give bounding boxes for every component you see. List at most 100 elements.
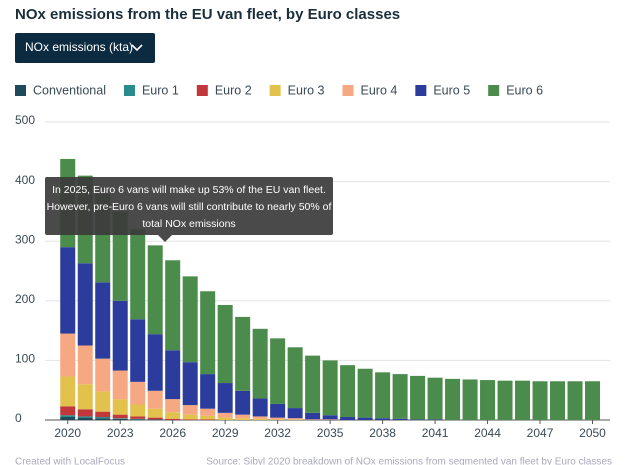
bar-segment [235, 316, 251, 391]
bar-segment [200, 408, 216, 416]
bar-segment [287, 408, 303, 419]
y-tick-label: 0 [15, 411, 22, 425]
bar-segment [112, 399, 128, 415]
bar-segment [305, 355, 321, 413]
bar-segment [462, 379, 478, 420]
bar-segment [217, 417, 233, 420]
legend: Conventional Euro 1 Euro 2 Euro 3 Euro 4 Euro… [15, 83, 543, 97]
bar-segment [200, 415, 216, 420]
annotation-line: In 2025, Euro 6 vans will make up 53% of… [52, 184, 326, 196]
bar-segment [322, 360, 338, 416]
bar-segment [322, 419, 338, 420]
bar-segment [252, 398, 268, 417]
bar-segment [112, 414, 128, 419]
dropdown-label[interactable]: NOx emissions (kta) [25, 40, 133, 54]
bar-segment [357, 368, 373, 418]
bar-segment [60, 406, 76, 416]
bar-segment [392, 374, 408, 419]
dropdown-chevron[interactable] [131, 44, 143, 52]
bar-segment [60, 415, 76, 418]
legend-label: Euro 2 [215, 83, 252, 97]
annotation-box [45, 177, 333, 235]
credit: Created with LocalFocus [15, 457, 125, 465]
bar-segment [200, 291, 216, 375]
annotation-line: However, pre-Euro 6 vans will still cont… [47, 201, 332, 213]
bar-segment [270, 419, 286, 420]
bar-segment [182, 405, 198, 415]
dropdown-box[interactable] [15, 33, 155, 63]
bar-segment [165, 418, 181, 420]
bar-segment [130, 419, 146, 420]
bar-segment [182, 419, 198, 420]
bar-segment [567, 381, 583, 420]
bar-segment [270, 403, 286, 418]
bar-segment [147, 419, 163, 420]
bar-segment [410, 419, 426, 420]
legend-swatch [196, 85, 208, 96]
x-tick-label: 2032 [264, 426, 291, 440]
bar-segment [340, 417, 356, 420]
bar-segment [532, 381, 548, 420]
bar-segment [95, 282, 111, 359]
annotation-line: total NOx emissions [142, 218, 235, 230]
bar-segment [112, 300, 128, 371]
legend-swatch [488, 85, 500, 96]
x-tick-label: 2029 [212, 426, 239, 440]
y-tick-label: 200 [15, 292, 35, 306]
bar-segment [217, 383, 233, 413]
legend-label: Euro 1 [142, 83, 179, 97]
y-tick-label: 500 [15, 113, 35, 127]
bar-segment [147, 334, 163, 391]
x-tick-label: 2047 [527, 426, 554, 440]
bar-segment [497, 380, 513, 420]
bar-segment [165, 412, 181, 419]
bar-segment [515, 380, 531, 420]
bar-segment [357, 417, 373, 420]
annotation: In 2025, Euro 6 vans will make up 53% of… [45, 177, 333, 242]
bar-segment [95, 358, 111, 392]
legend-label: Euro 6 [506, 83, 543, 97]
bar-segment [305, 419, 321, 420]
source: Source: Sibyl 2020 breakdown of NOx emis… [206, 457, 612, 465]
bar-segment [445, 378, 461, 420]
plot: 0 100 200 300 400 500 2020 2023 2026 2029 2032 2035… [15, 113, 610, 440]
bar-segment [410, 375, 426, 420]
bar-segment [60, 247, 76, 334]
chart-title: NOx emissions from the EU van fleet, by … [15, 6, 400, 23]
x-tick-label: 2035 [317, 426, 344, 440]
bar-segment [287, 419, 303, 420]
dropdown[interactable]: NOx emissions (kta) [15, 33, 155, 63]
bar-segment [305, 412, 321, 420]
bar-segment [217, 412, 233, 418]
y-tick-label: 400 [15, 173, 35, 187]
bar-segment [147, 390, 163, 409]
x-tick-label: 2023 [107, 426, 134, 440]
x-tick-label: 2050 [579, 426, 606, 440]
legend-swatch [123, 85, 135, 96]
bar-segment [252, 418, 268, 420]
bar-segment [77, 417, 93, 420]
bar-segment [147, 417, 163, 420]
bar-segment [77, 263, 93, 346]
x-tick-label: 2026 [159, 426, 186, 440]
legend-swatch [269, 85, 281, 96]
bar-segment [340, 365, 356, 418]
bar-segment [235, 390, 251, 415]
bar-segment [270, 338, 286, 404]
legend-label: Conventional [33, 83, 106, 97]
bar-segment [182, 276, 198, 363]
bar-segment [112, 370, 128, 400]
annotation-arrow [158, 235, 172, 242]
bar-segment [252, 328, 268, 399]
bar-segment [147, 408, 163, 418]
bar-segment [60, 333, 76, 377]
bar-segment [235, 418, 251, 420]
bar-segment [200, 374, 216, 409]
bar-segment [77, 409, 93, 417]
bar-segment [130, 229, 146, 320]
bar-segment [130, 381, 146, 405]
bar-segment [77, 384, 93, 410]
bar-segment [95, 391, 111, 412]
bar-segment [322, 415, 338, 420]
